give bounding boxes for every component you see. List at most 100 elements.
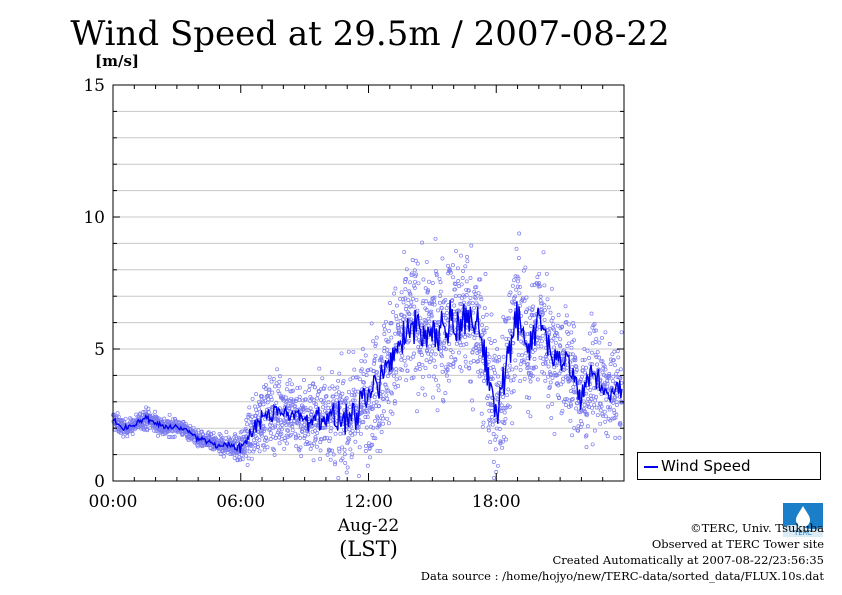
scatter-point xyxy=(490,415,495,420)
scatter-point xyxy=(323,394,328,399)
scatter-point xyxy=(594,354,599,359)
scatter-point xyxy=(415,409,419,414)
scatter-point xyxy=(307,388,312,392)
scatter-point xyxy=(394,377,399,382)
scatter-point xyxy=(549,372,554,377)
scatter-point xyxy=(560,379,565,384)
scatter-point xyxy=(336,476,341,480)
scatter-point xyxy=(530,283,534,288)
scatter-point xyxy=(389,391,394,396)
scatter-point xyxy=(556,313,561,318)
scatter-point xyxy=(253,407,258,412)
scatter-point xyxy=(504,336,509,341)
scatter-point xyxy=(486,428,491,433)
scatter-point xyxy=(424,358,429,363)
scatter-point xyxy=(394,367,399,372)
scatter-point xyxy=(335,385,340,390)
scatter-point xyxy=(563,397,568,402)
scatter-point xyxy=(526,410,531,415)
scatter-point xyxy=(566,379,571,384)
scatter-point xyxy=(492,339,497,343)
scatter-point xyxy=(427,374,432,379)
scatter-point xyxy=(549,415,554,420)
scatter-point xyxy=(394,313,398,318)
scatter-point xyxy=(604,431,609,435)
scatter-point xyxy=(597,355,602,360)
scatter-point xyxy=(464,279,469,284)
scatter-point xyxy=(468,296,473,300)
x-tick-label: 00:00 xyxy=(89,492,138,512)
scatter-point xyxy=(563,403,568,407)
scatter-point xyxy=(524,321,529,326)
scatter-point xyxy=(439,349,443,354)
scatter-point xyxy=(441,399,446,404)
scatter-point xyxy=(410,258,415,262)
scatter-point xyxy=(407,312,412,317)
scatter-point xyxy=(364,373,369,378)
scatter-point xyxy=(262,426,267,431)
scatter-point xyxy=(259,433,264,438)
scatter-point xyxy=(539,339,544,344)
scatter-point xyxy=(424,299,429,304)
scatter-point xyxy=(580,358,585,363)
scatter-point xyxy=(271,448,276,452)
scatter-point xyxy=(613,435,618,440)
scatter-point xyxy=(491,460,496,464)
scatter-point xyxy=(247,449,252,454)
scatter-point xyxy=(289,432,293,437)
scatter-point xyxy=(570,433,575,438)
scatter-point xyxy=(261,402,266,407)
scatter-point xyxy=(591,410,595,415)
scatter-point xyxy=(593,398,598,403)
scatter-point xyxy=(379,358,384,363)
scatter-point xyxy=(512,373,517,378)
scatter-point xyxy=(529,365,534,370)
scatter-point xyxy=(547,326,552,331)
scatter-point xyxy=(431,358,436,363)
scatter-point xyxy=(458,365,463,370)
scatter-point xyxy=(589,311,594,316)
scatter-point xyxy=(598,421,603,426)
scatter-point xyxy=(573,358,578,363)
scatter-point xyxy=(493,358,498,363)
scatter-point xyxy=(508,328,513,333)
y-tick-label: 5 xyxy=(94,340,105,360)
scatter-point xyxy=(590,442,595,447)
scatter-point xyxy=(371,339,376,344)
scatter-point xyxy=(489,377,494,381)
scatter-point xyxy=(253,443,258,448)
scatter-point xyxy=(467,333,472,338)
scatter-point xyxy=(527,395,532,400)
scatter-point xyxy=(366,410,371,415)
scatter-point xyxy=(363,449,368,453)
series-line xyxy=(112,300,623,453)
scatter-point xyxy=(587,356,591,360)
scatter-point xyxy=(500,445,505,450)
scatter-point xyxy=(257,406,261,411)
scatter-point xyxy=(192,438,197,443)
scatter-point xyxy=(370,442,375,447)
scatter-point xyxy=(416,391,421,396)
scatter-point xyxy=(404,378,409,383)
scatter-point xyxy=(233,434,238,439)
scatter-point xyxy=(254,392,259,397)
scatter-point xyxy=(436,383,441,388)
scatter-point xyxy=(541,250,546,255)
scatter-point xyxy=(228,439,233,444)
scatter-point xyxy=(333,460,338,465)
scatter-point xyxy=(173,417,177,421)
scatter-point xyxy=(442,339,447,344)
scatter-point xyxy=(536,344,541,349)
scatter-point xyxy=(385,374,390,378)
scatter-point xyxy=(492,475,496,480)
scatter-point xyxy=(497,355,501,359)
scatter-point xyxy=(374,335,379,340)
scatter-point xyxy=(392,399,397,404)
scatter-point xyxy=(409,271,414,276)
scatter-point xyxy=(270,390,275,395)
scatter-point xyxy=(611,374,616,379)
scatter-point xyxy=(340,456,345,461)
scatter-point xyxy=(466,288,471,293)
scatter-point xyxy=(512,278,516,283)
scatter-point xyxy=(449,330,453,335)
